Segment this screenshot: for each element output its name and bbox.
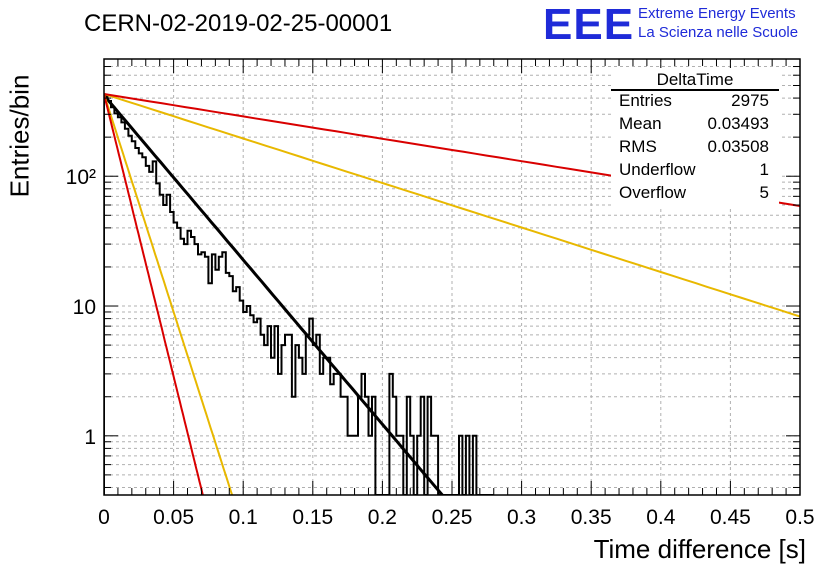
fit-curve-3 (104, 93, 234, 495)
x-tick-label: 0.3 (507, 506, 536, 529)
stats-value: 2975 (731, 91, 769, 110)
chart-title: CERN-02-2019-02-25-00001 (84, 10, 393, 37)
y-axis-label: Entries/bin (4, 74, 35, 198)
axis-ticks (103, 58, 801, 495)
stats-key: Mean (619, 114, 662, 133)
histogram-deltatime (104, 95, 494, 495)
stats-value: 0.03508 (707, 137, 769, 156)
stats-key: RMS (619, 137, 657, 156)
x-tick-label: 0 (98, 506, 110, 529)
histogram-layer (104, 95, 494, 495)
stats-box: DeltaTime Entries 2975 Mean 0.03493 RMS … (611, 68, 779, 208)
x-tick-label: 0.45 (710, 506, 751, 529)
x-tick-label: 0.4 (646, 506, 676, 529)
y-tick-label: 1 (84, 426, 96, 449)
axis-tick-labels: 0 0.05 0.1 0.15 0.2 0.25 0.3 0.35 0.4 0.45 0.5 1 10 1… (66, 166, 815, 529)
x-tick-label: 0.25 (432, 506, 473, 529)
y-tick-label: 10 (73, 296, 96, 319)
stats-key: Underflow (619, 160, 696, 179)
stats-title: DeltaTime (656, 70, 734, 89)
stats-row-underflow: Underflow 1 (619, 160, 769, 182)
fit-curve-1 (104, 93, 800, 318)
eee-logo-text: Extreme Energy Events La Scienza nelle S… (638, 4, 798, 42)
eee-logo-line1: Extreme Energy Events (638, 5, 796, 22)
stats-row-mean: Mean 0.03493 (619, 114, 769, 136)
stats-value: 0.03493 (707, 114, 769, 133)
stats-value: 1 (759, 160, 769, 179)
y-axis-label-box: Entries/bin (4, 75, 36, 198)
stats-divider (611, 89, 779, 91)
chart-grid (104, 59, 800, 495)
x-tick-label: 0.05 (153, 506, 194, 529)
fit-curve-4 (104, 93, 204, 495)
x-tick-label: 0.2 (368, 506, 397, 529)
x-axis-label: Time difference [s] (593, 534, 806, 564)
eee-logo-line2: La Scienza nelle Scuole (638, 24, 799, 41)
x-tick-label: 0.1 (229, 506, 258, 529)
stats-key: Overflow (619, 183, 687, 202)
stats-row-overflow: Overflow 5 (619, 183, 769, 205)
x-tick-label: 0.5 (785, 506, 814, 529)
y-tick-label: 10² (66, 166, 96, 189)
fit-curve-0 (104, 94, 444, 495)
stats-row-entries: Entries 2975 (619, 91, 769, 113)
stats-key: Entries (619, 91, 672, 110)
stats-value: 5 (759, 183, 769, 202)
eee-logo: EEE (543, 0, 635, 49)
x-tick-label: 0.35 (571, 506, 612, 529)
stats-row-rms: RMS 0.03508 (619, 137, 769, 159)
x-tick-label: 0.15 (292, 506, 333, 529)
